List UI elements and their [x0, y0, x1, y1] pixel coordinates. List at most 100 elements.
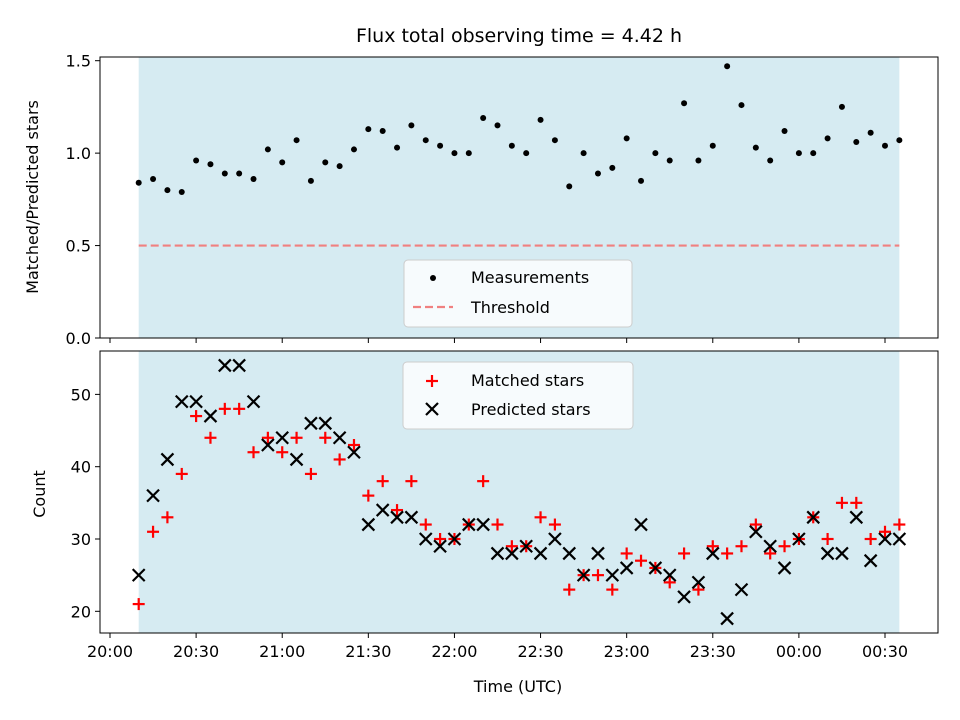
matched-stars-point	[778, 540, 791, 553]
measurement-point	[264, 146, 271, 153]
predicted-stars-point	[677, 590, 691, 604]
predicted-stars-point	[433, 539, 447, 554]
measurement-point	[724, 63, 731, 70]
predicted-stars-point	[648, 561, 663, 575]
matched-stars-point	[405, 475, 418, 488]
predicted-stars-point	[304, 416, 318, 431]
matched-stars-point	[477, 475, 490, 488]
matched-stars-point	[864, 533, 877, 545]
measurement-point	[207, 161, 214, 168]
measurement-point	[523, 150, 530, 157]
legend-matched-label: Matched stars	[471, 371, 584, 390]
bottom-legend-box	[402, 361, 634, 430]
measurement-point	[681, 100, 688, 107]
measurement-point	[551, 137, 558, 144]
predicted-stars-point	[462, 517, 476, 532]
measurement-point	[178, 188, 185, 195]
bottom-y-axis-label: Count	[30, 470, 49, 518]
measurement-point	[322, 159, 329, 166]
top-legend-box	[403, 259, 633, 328]
measurement-point	[150, 176, 157, 183]
measurement-point	[422, 137, 429, 144]
measurement-point	[810, 150, 817, 157]
measurement-point	[221, 170, 228, 177]
predicted-stars-point	[634, 517, 648, 532]
measurement-point	[795, 150, 802, 157]
top-ticks: 0.0 0.5 1.0 1.5	[66, 52, 886, 348]
matched-stars-point	[175, 467, 188, 480]
y-tick-label: 40	[71, 458, 91, 477]
matched-stars-point	[491, 518, 504, 531]
measurement-point	[896, 137, 903, 144]
predicted-stars-point	[203, 409, 218, 423]
predicted-stars-point	[174, 394, 189, 409]
measurement-point	[767, 157, 774, 164]
matched-stars-point	[893, 518, 906, 531]
matched-stars-point	[735, 540, 748, 553]
matched-stars-point	[678, 547, 691, 560]
x-tick-label: 22:00	[431, 642, 477, 661]
predicted-stars-point	[576, 568, 591, 582]
predicted-stars-point	[289, 452, 304, 467]
x-tick-label: 20:30	[173, 642, 219, 661]
y-tick-label: 1.0	[66, 144, 91, 163]
matched-stars-point	[706, 540, 719, 553]
matched-stars-point	[347, 439, 360, 451]
matched-stars-point	[721, 547, 734, 560]
matched-stars-point	[635, 554, 648, 567]
measurement-point	[236, 170, 243, 177]
predicted-stars-point	[734, 582, 749, 597]
predicted-stars-point	[361, 517, 376, 532]
measurement-point	[451, 150, 458, 157]
matched-stars-point	[161, 511, 174, 524]
x-tick-label: 23:30	[690, 642, 736, 661]
matched-stars-point	[821, 533, 834, 545]
bottom-marks	[131, 358, 907, 626]
matched-stars-point	[132, 598, 145, 611]
legend-matched-marker	[426, 375, 438, 387]
measurement-point	[738, 102, 745, 109]
predicted-stars-point	[160, 452, 175, 467]
matched-stars-point	[233, 402, 246, 415]
measurement-point	[638, 177, 645, 184]
measurement-point	[164, 187, 171, 194]
predicted-stars-point	[548, 532, 562, 546]
matched-stars-point	[276, 446, 289, 459]
measurement-point	[408, 122, 415, 129]
measurement-point	[336, 163, 343, 170]
legend-predicted-label: Predicted stars	[471, 400, 591, 419]
predicted-stars-point	[792, 532, 806, 546]
predicted-stars-point	[749, 524, 763, 539]
predicted-stars-point	[562, 546, 577, 561]
predicted-stars-point	[777, 561, 792, 575]
measurement-point	[365, 126, 372, 133]
predicted-stars-point	[505, 546, 519, 561]
measurement-point	[394, 144, 401, 151]
predicted-stars-point	[332, 430, 347, 445]
top-legend: Measurements Threshold	[403, 259, 633, 328]
legend-measurements-label: Measurements	[471, 268, 589, 287]
bottom-axes-frame	[99, 350, 939, 634]
predicted-stars-point	[619, 561, 634, 575]
measurement-point	[279, 159, 286, 166]
predicted-stars-point	[318, 416, 333, 431]
matched-stars-point	[591, 569, 604, 582]
predicted-stars-point	[820, 546, 835, 561]
measurement-point	[867, 129, 874, 136]
y-tick-label: 30	[71, 530, 91, 549]
predicted-stars-point	[605, 568, 620, 582]
matched-stars-point	[663, 576, 676, 589]
y-tick-label: 1.5	[66, 52, 91, 71]
measurement-point	[307, 177, 314, 184]
predicted-stars-point	[246, 394, 261, 409]
measurement-point	[623, 135, 630, 142]
measurement-point	[293, 137, 300, 144]
matched-stars-point	[362, 489, 375, 502]
matched-stars-point	[505, 540, 518, 553]
measurement-point	[580, 150, 587, 157]
matched-stars-point	[376, 475, 389, 488]
y-tick-label: 0.5	[66, 237, 91, 256]
matched-stars-point	[563, 583, 576, 596]
legend-threshold-label: Threshold	[470, 298, 550, 317]
measurement-point	[695, 157, 702, 164]
